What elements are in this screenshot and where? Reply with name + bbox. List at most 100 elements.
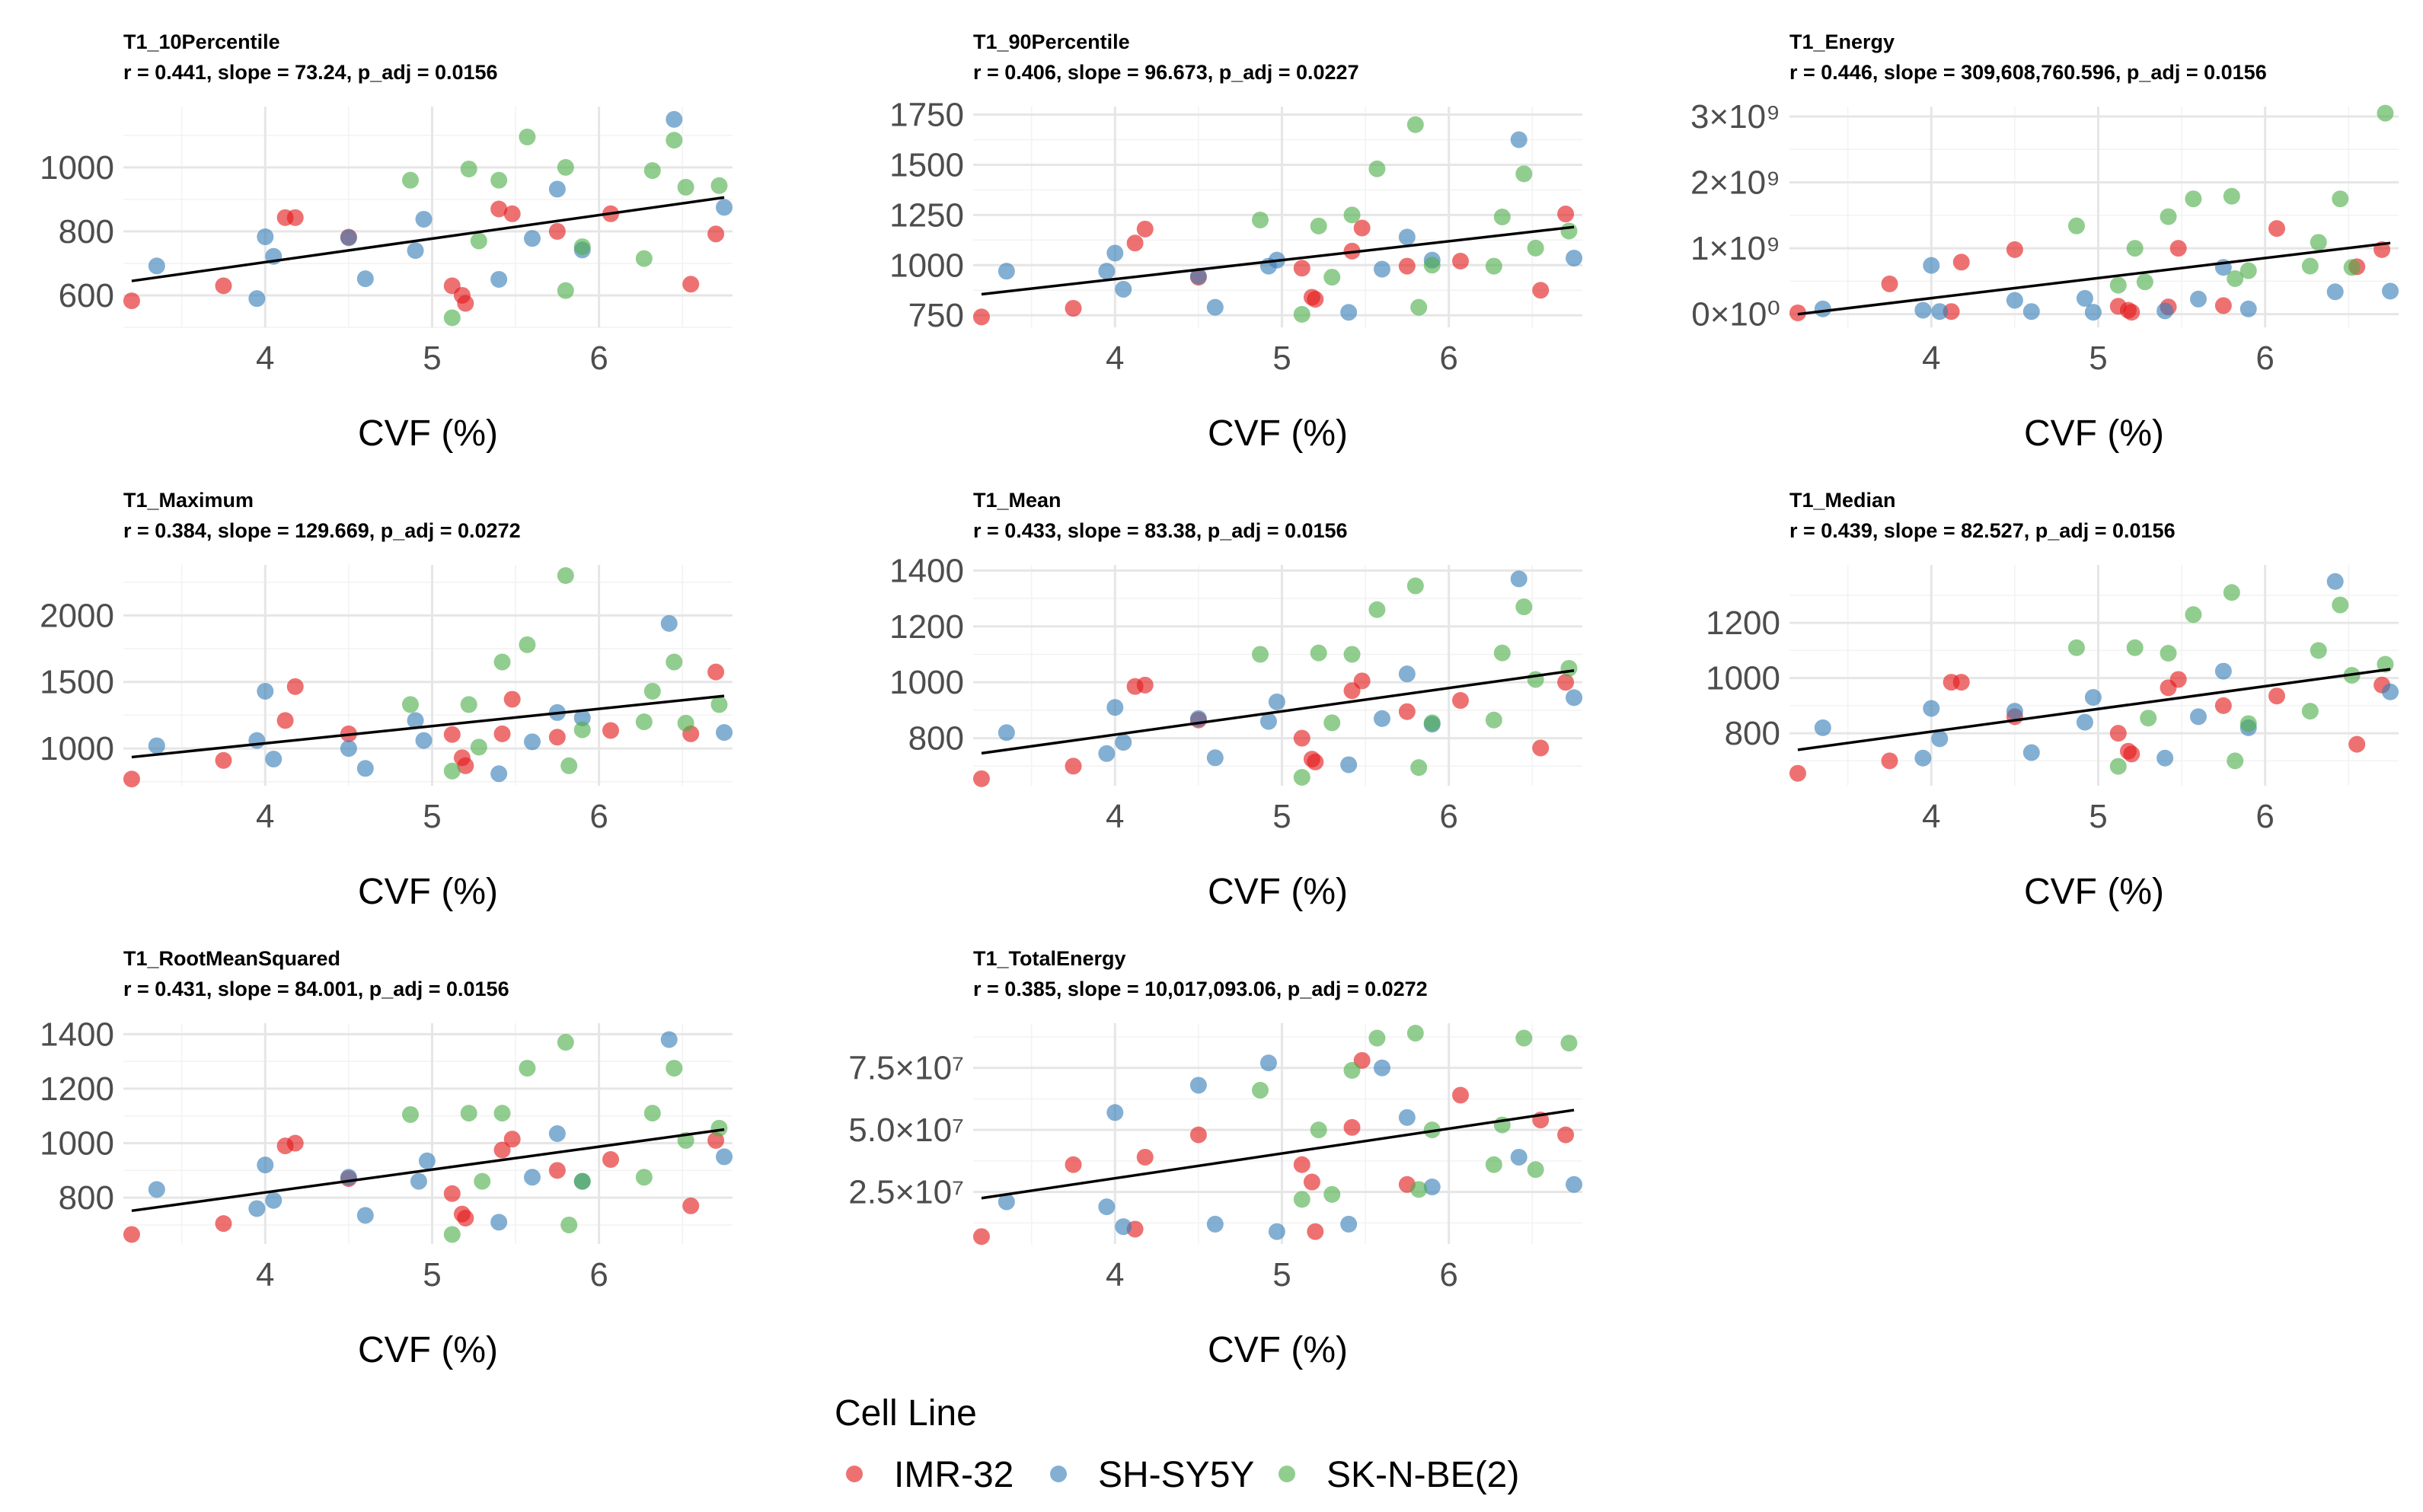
- point-sh-sy5y: [407, 712, 424, 729]
- point-sk-n-be-2: [1515, 165, 1533, 183]
- point-imr-32: [1293, 260, 1310, 277]
- gridlines: [123, 1023, 733, 1244]
- point-imr-32: [972, 1228, 990, 1246]
- point-sh-sy5y: [1098, 1198, 1116, 1216]
- point-sk-n-be-2: [1527, 1161, 1544, 1179]
- point-sk-n-be-2: [2332, 596, 2349, 614]
- point-sk-n-be-2: [1293, 305, 1310, 323]
- point-imr-32: [2268, 220, 2285, 238]
- point-imr-32: [1952, 674, 1970, 691]
- point-sh-sy5y: [2076, 289, 2093, 307]
- point-sk-n-be-2: [2185, 190, 2202, 208]
- point-sk-n-be-2: [1368, 601, 1386, 618]
- y-tick-label: 800: [908, 720, 964, 758]
- point-sk-n-be-2: [470, 738, 487, 756]
- x-tick-label: 5: [423, 340, 441, 377]
- point-sh-sy5y: [2382, 282, 2399, 300]
- point-imr-32: [1943, 303, 1960, 321]
- point-sk-n-be-2: [460, 1105, 477, 1122]
- legend-entry-sh-sy5y: SH-SY5Y: [1050, 1455, 1254, 1495]
- points: [972, 1025, 1583, 1246]
- point-sh-sy5y: [1259, 713, 1277, 730]
- point-sh-sy5y: [573, 709, 591, 726]
- x-tick-label: 5: [1272, 340, 1291, 377]
- point-imr-32: [1136, 676, 1154, 694]
- x-axis-label: CVF (%): [1208, 872, 1348, 912]
- point-sh-sy5y: [998, 1193, 1015, 1211]
- point-sk-n-be-2: [1493, 644, 1511, 662]
- point-sk-n-be-2: [666, 132, 683, 149]
- point-imr-32: [215, 751, 232, 769]
- y-tick-label: 600: [59, 277, 114, 314]
- panel-stats: r = 0.441, slope = 73.24, p_adj = 0.0156: [123, 61, 498, 84]
- point-sk-n-be-2: [1560, 659, 1578, 677]
- point-imr-32: [286, 1134, 304, 1152]
- gridlines: [123, 107, 733, 328]
- point-imr-32: [1353, 219, 1371, 237]
- point-sk-n-be-2: [2109, 276, 2127, 294]
- point-imr-32: [707, 225, 725, 243]
- point-sh-sy5y: [1510, 1148, 1528, 1166]
- point-sh-sy5y: [2006, 292, 2023, 309]
- point-sk-n-be-2: [2223, 187, 2240, 205]
- panel-stats: r = 0.384, slope = 129.669, p_adj = 0.02…: [123, 519, 521, 542]
- point-sk-n-be-2: [677, 714, 694, 732]
- point-imr-32: [972, 770, 990, 787]
- point-sk-n-be-2: [557, 566, 574, 584]
- point-sh-sy5y: [340, 740, 357, 758]
- y-tick-label: 800: [59, 213, 114, 250]
- point-sk-n-be-2: [710, 1119, 728, 1137]
- point-sh-sy5y: [356, 270, 374, 288]
- point-imr-32: [503, 691, 521, 708]
- point-sh-sy5y: [2326, 573, 2344, 590]
- point-imr-32: [276, 712, 294, 729]
- regression-line: [981, 669, 1575, 755]
- point-imr-32: [2268, 687, 2285, 705]
- y-tick-label: 1000: [40, 730, 114, 767]
- regression-line: [981, 1108, 1575, 1200]
- point-imr-32: [2169, 240, 2187, 257]
- point-sh-sy5y: [523, 733, 541, 751]
- point-imr-32: [2348, 735, 2366, 753]
- panel-title: T1_Median: [1789, 489, 1896, 512]
- gridlines: [1789, 107, 2399, 327]
- point-sh-sy5y: [265, 751, 283, 768]
- point-sh-sy5y: [1098, 263, 1116, 280]
- point-sk-n-be-2: [2239, 715, 2257, 732]
- point-sh-sy5y: [1106, 699, 1124, 716]
- panel-title: T1_10Percentile: [123, 30, 280, 53]
- point-imr-32: [972, 308, 990, 326]
- x-axis-label: CVF (%): [358, 413, 498, 454]
- point-sh-sy5y: [257, 1156, 274, 1174]
- legend-entry-sk-n-be-2: SK-N-BE(2): [1279, 1455, 1519, 1495]
- point-sk-n-be-2: [490, 171, 508, 189]
- point-sh-sy5y: [2076, 713, 2093, 731]
- y-tick-label: 1200: [40, 1070, 114, 1108]
- point-imr-32: [1136, 1148, 1154, 1166]
- point-sk-n-be-2: [401, 696, 419, 713]
- points: [972, 570, 1583, 787]
- point-imr-32: [286, 678, 304, 695]
- panel-title: T1_TotalEnergy: [973, 947, 1126, 970]
- point-sk-n-be-2: [635, 250, 653, 267]
- point-sk-n-be-2: [470, 232, 487, 250]
- point-sk-n-be-2: [2140, 710, 2157, 727]
- point-sh-sy5y: [1510, 570, 1528, 588]
- legend-key-sh-sy5y: [1050, 1466, 1067, 1482]
- point-sh-sy5y: [415, 732, 433, 749]
- x-tick-label: 4: [1106, 1256, 1124, 1293]
- point-sk-n-be-2: [1310, 217, 1327, 234]
- y-tick-label: 1000: [889, 247, 964, 284]
- point-sh-sy5y: [1268, 693, 1285, 710]
- y-tick-label: 0×10⁰: [1691, 296, 1780, 333]
- point-sk-n-be-2: [1527, 239, 1544, 257]
- point-imr-32: [490, 200, 508, 218]
- point-imr-32: [602, 1151, 619, 1169]
- point-sk-n-be-2: [1251, 1081, 1269, 1099]
- point-sk-n-be-2: [2126, 639, 2144, 656]
- point-sk-n-be-2: [573, 1172, 591, 1190]
- point-sh-sy5y: [2382, 683, 2399, 700]
